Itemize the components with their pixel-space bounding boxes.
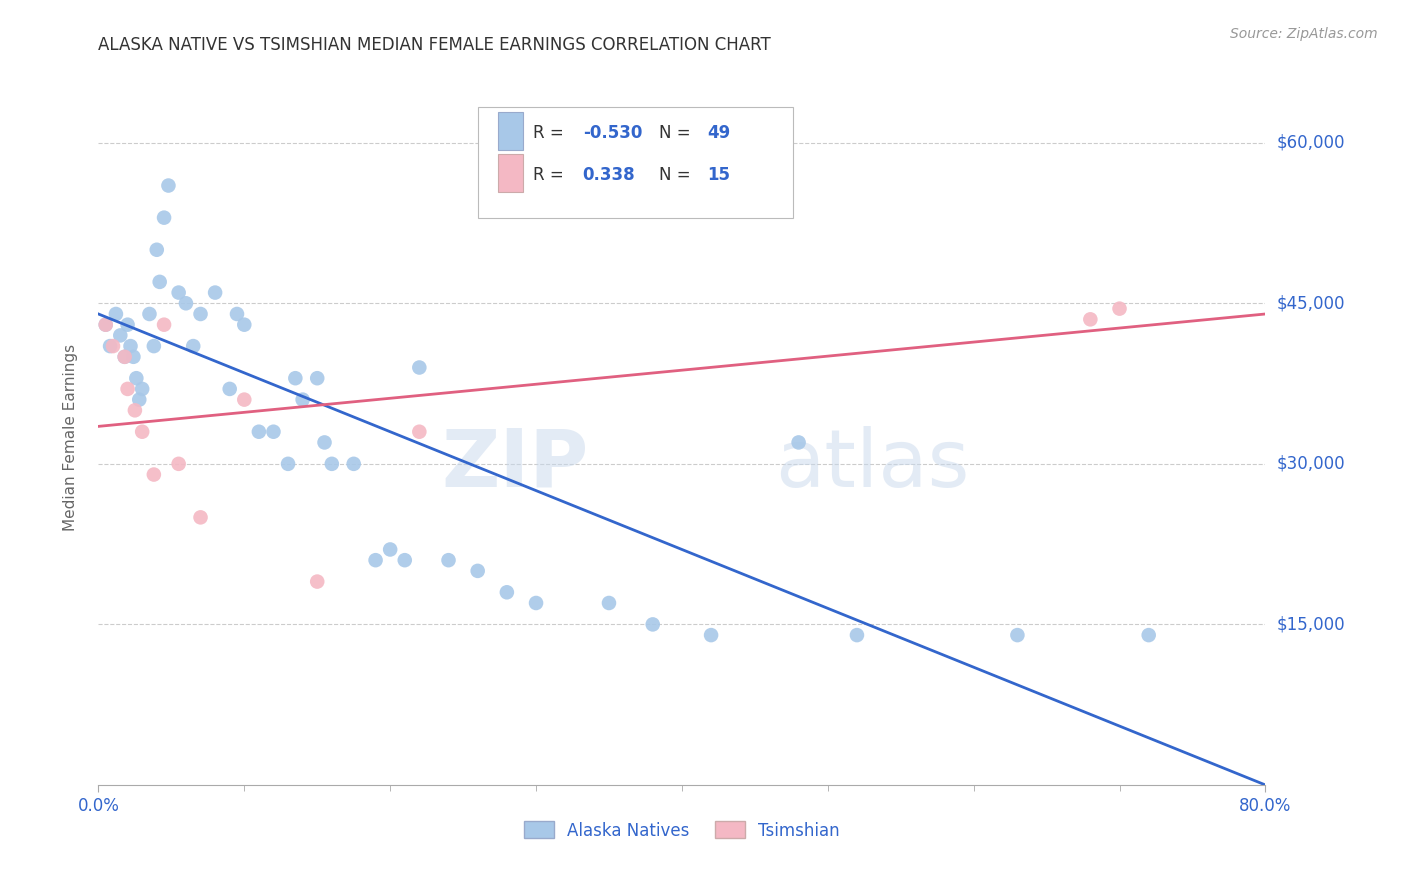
Point [94,318,117,332]
Point [226,307,249,321]
Point [124,403,146,417]
Point [117,318,139,332]
Point [321,457,343,471]
Point [101,339,124,353]
Point [598,596,620,610]
Point [167,285,190,300]
Point [307,371,329,385]
Point [700,628,723,642]
Point [142,339,165,353]
Text: $30,000: $30,000 [1277,455,1346,473]
Point [524,596,547,610]
Point [1080,312,1102,326]
Point [314,435,336,450]
Text: $60,000: $60,000 [1277,134,1346,152]
Point [496,585,519,599]
Point [1137,628,1160,642]
Point [125,371,148,385]
Text: atlas: atlas [775,425,970,504]
Point [380,542,402,557]
FancyBboxPatch shape [498,154,523,192]
Point [167,457,190,471]
Text: 15: 15 [707,166,731,184]
Text: Source: ZipAtlas.com: Source: ZipAtlas.com [1230,27,1378,41]
Point [114,350,136,364]
Point [277,457,299,471]
Text: 0.338: 0.338 [582,166,636,184]
Text: R =: R = [533,124,568,142]
Point [204,285,226,300]
Point [122,350,145,364]
Point [343,457,366,471]
Point [190,307,212,321]
Point [138,307,160,321]
Point [291,392,314,407]
Point [174,296,197,310]
Point [284,371,307,385]
Point [157,178,180,193]
Text: $45,000: $45,000 [1277,294,1346,312]
Point [94,318,117,332]
Point [117,382,139,396]
Text: 49: 49 [707,124,731,142]
Point [149,275,172,289]
Point [364,553,387,567]
Point [128,392,150,407]
Point [120,339,142,353]
Text: ZIP: ZIP [441,425,589,504]
Text: N =: N = [658,124,696,142]
Point [437,553,460,567]
FancyBboxPatch shape [478,106,793,218]
Point [142,467,165,482]
Point [307,574,329,589]
Point [110,328,132,343]
Point [641,617,664,632]
Point [233,318,256,332]
Point [394,553,416,567]
Point [190,510,212,524]
Point [1108,301,1130,316]
Point [262,425,284,439]
Text: N =: N = [658,166,696,184]
Point [153,211,176,225]
Point [104,307,127,321]
Point [146,243,169,257]
Point [408,360,430,375]
Y-axis label: Median Female Earnings: Median Female Earnings [63,343,77,531]
Point [1007,628,1029,642]
Text: $15,000: $15,000 [1277,615,1346,633]
Point [787,435,810,450]
Point [153,318,176,332]
Point [181,339,204,353]
FancyBboxPatch shape [498,112,523,151]
Point [131,382,153,396]
Point [98,339,121,353]
Text: ALASKA NATIVE VS TSIMSHIAN MEDIAN FEMALE EARNINGS CORRELATION CHART: ALASKA NATIVE VS TSIMSHIAN MEDIAN FEMALE… [98,36,770,54]
Point [114,350,136,364]
Point [131,425,153,439]
Point [408,425,430,439]
Point [846,628,869,642]
Text: -0.530: -0.530 [582,124,643,142]
Legend: Alaska Natives, Tsimshian: Alaska Natives, Tsimshian [517,814,846,847]
Point [233,392,256,407]
Text: R =: R = [533,166,574,184]
Point [247,425,270,439]
Point [218,382,240,396]
Point [467,564,489,578]
